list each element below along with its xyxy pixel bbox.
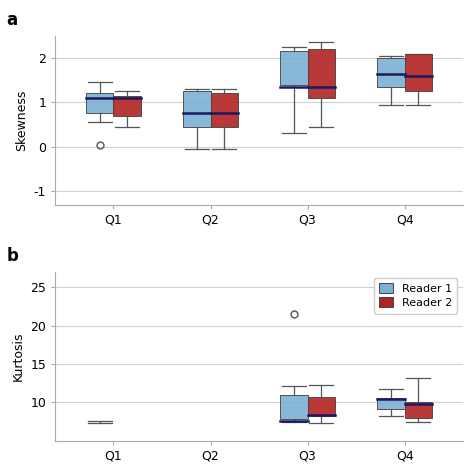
Bar: [113, 96, 141, 116]
Bar: [405, 402, 432, 418]
Bar: [210, 93, 237, 127]
Bar: [308, 397, 335, 416]
Y-axis label: Skewness: Skewness: [15, 90, 28, 151]
Text: b: b: [6, 247, 18, 265]
Bar: [377, 398, 405, 409]
Bar: [86, 93, 113, 113]
Text: a: a: [6, 11, 18, 29]
Bar: [183, 91, 210, 127]
Bar: [308, 49, 335, 98]
Bar: [405, 54, 432, 91]
Bar: [281, 51, 308, 85]
Bar: [377, 58, 405, 87]
Y-axis label: Kurtosis: Kurtosis: [12, 332, 25, 381]
Legend: Reader 1, Reader 2: Reader 1, Reader 2: [374, 278, 457, 314]
Bar: [281, 395, 308, 419]
